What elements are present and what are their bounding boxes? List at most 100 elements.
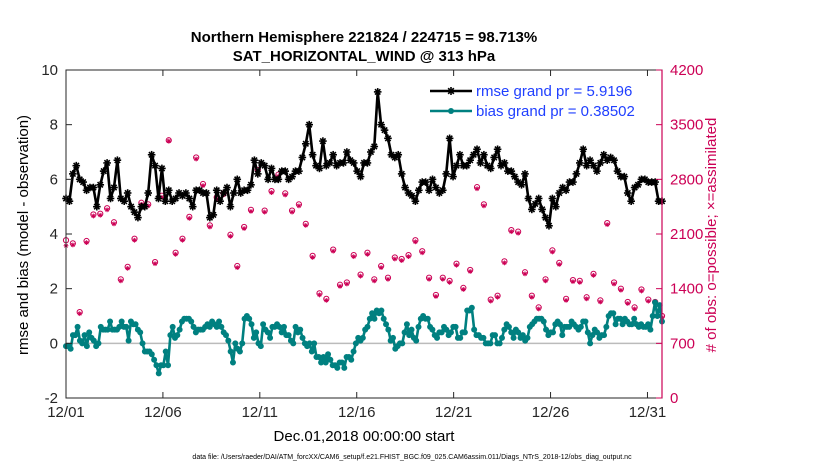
legend-item-bias: bias grand pr = 0.38502 (430, 103, 635, 120)
bias-point (603, 323, 610, 330)
obs-assimilated-point (577, 280, 583, 285)
rmse-point (164, 186, 173, 195)
bias-point (498, 334, 505, 341)
rmse-point (589, 161, 598, 170)
rmse-point (411, 197, 420, 205)
rmse-point (586, 156, 594, 164)
rmse-point (65, 197, 74, 205)
rmse-point (438, 186, 447, 195)
obs-assimilated-point (515, 230, 521, 236)
rmse-point (401, 183, 409, 192)
rmse-point (555, 189, 564, 197)
obs-assimilated-point (440, 276, 446, 282)
bias-point (501, 326, 508, 333)
x-tick-label: 12/16 (338, 404, 376, 421)
obs-assimilated-point (447, 280, 453, 285)
rmse-point (627, 197, 635, 205)
bias-point (190, 323, 197, 330)
obs-assimilated-point (91, 213, 96, 219)
rmse-point (79, 178, 87, 186)
rmse-point (510, 172, 519, 181)
rmse-point (264, 175, 272, 184)
bias-point (139, 340, 146, 347)
rmse-point (298, 153, 307, 162)
bias-point (385, 326, 392, 333)
obs-assimilated-point (111, 221, 117, 227)
obs-assimilated-point (118, 278, 124, 284)
bias-point (415, 323, 422, 330)
rmse-point (634, 181, 642, 189)
data-file-note: data file: /Users/raeder/DAI/ATM_forcXX/… (192, 454, 632, 461)
bias-point (216, 318, 223, 325)
legend-label: bias grand pr = 0.38502 (476, 103, 635, 120)
bias-point (248, 321, 255, 328)
rmse-point (449, 172, 457, 181)
obs-assimilated-point (467, 269, 473, 274)
bias-point (125, 337, 132, 344)
bias-series (63, 299, 666, 377)
rmse-point (486, 164, 495, 173)
y2-tick-label: 4200 (670, 62, 703, 79)
rmse-point (243, 186, 252, 195)
rmse-point (110, 183, 118, 192)
rmse-point (370, 142, 379, 151)
rmse-point (247, 181, 255, 189)
rmse-point (319, 137, 327, 145)
rmse-point (380, 126, 389, 134)
rmse-point (230, 189, 238, 197)
y2-tick-label: 700 (670, 335, 695, 352)
bias-point (325, 351, 332, 358)
rmse-point (147, 150, 156, 159)
rmse-point (113, 156, 122, 164)
obs-assimilated-point (454, 262, 459, 268)
chart-title: Northern Hemisphere 221824 / 224715 = 98… (191, 29, 537, 46)
rmse-point (606, 153, 615, 162)
bias-point (457, 334, 464, 341)
bias-point (167, 332, 174, 339)
obs-assimilated-point (358, 273, 363, 279)
rmse-point (212, 186, 221, 195)
bias-point (487, 340, 494, 347)
bias-point (95, 340, 102, 347)
bias-point (236, 348, 243, 355)
obs-assimilated-point (563, 297, 569, 303)
rmse-point (445, 134, 454, 143)
bias-point (369, 310, 376, 317)
obs-assimilated-point (522, 271, 528, 277)
bias-point (223, 332, 230, 339)
bias-point (652, 299, 659, 306)
bias-point (137, 329, 144, 336)
y-tick-label: 2 (50, 281, 58, 298)
y2-tick-label: 3500 (670, 117, 703, 134)
bias-point (278, 329, 285, 336)
obs-assimilated-point (282, 192, 288, 198)
plot-area (62, 88, 666, 377)
obs-assimilated-point (180, 237, 185, 243)
bias-point (74, 323, 81, 330)
bias-point (292, 323, 299, 330)
obs-assimilated-point (433, 294, 439, 299)
rmse-point (456, 150, 464, 159)
obs-assimilated-point (97, 212, 103, 218)
rmse-point (534, 194, 543, 203)
bias-point (434, 334, 441, 341)
obs-assimilated-point (200, 183, 206, 188)
rmse-point (349, 159, 358, 167)
rmse-point (209, 211, 218, 219)
bias-point (378, 307, 385, 314)
obs-assimilated-point (549, 249, 555, 255)
rmse-point (353, 167, 361, 175)
rmse-point (476, 159, 485, 167)
bias-point (505, 323, 512, 330)
bias-point (350, 348, 357, 355)
bias-point (383, 321, 390, 328)
obs-assimilated-point (481, 203, 487, 209)
bias-point (253, 329, 260, 336)
rmse-point (339, 159, 348, 167)
obs-assimilated-point (125, 265, 131, 271)
bias-point (227, 348, 234, 355)
bias-point (515, 329, 522, 336)
rmse-point (569, 178, 577, 186)
bias-point (297, 326, 304, 333)
obs-assimilated-point (173, 251, 179, 257)
